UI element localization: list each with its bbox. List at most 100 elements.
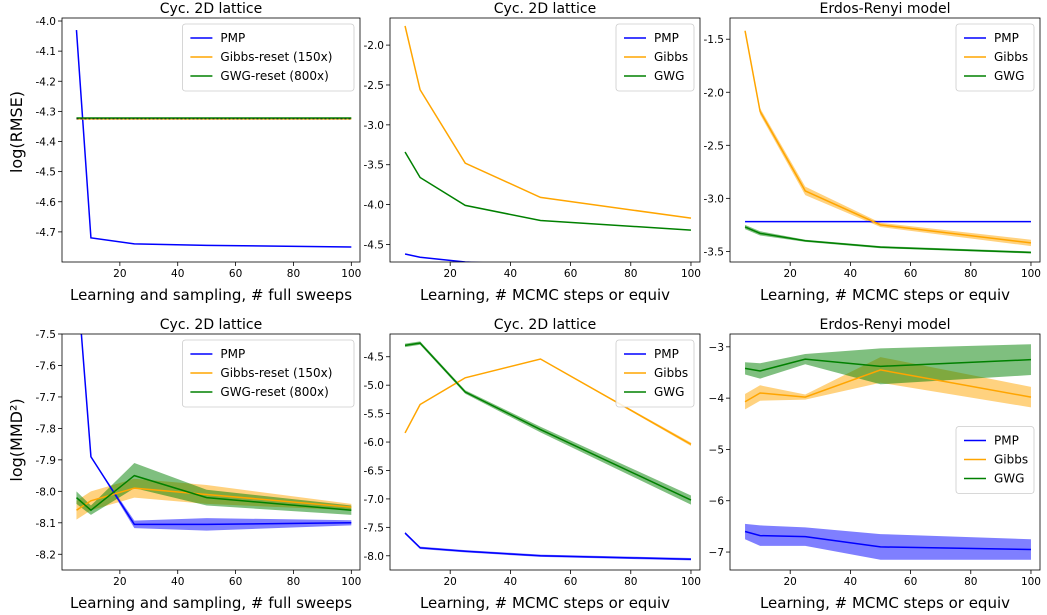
- axes-frame: [61, 333, 361, 571]
- y-tick-label: -4.4: [36, 137, 57, 149]
- legend-box: [615, 339, 695, 408]
- plot-area: [75, 334, 352, 531]
- x-tick-label: 80: [964, 268, 977, 280]
- y-tick-label: -7.7: [36, 392, 57, 404]
- legend: PMP Gibbs-reset (150x) GWG-reset (800x): [181, 23, 355, 92]
- y-tick-label: −5: [709, 444, 724, 456]
- x-tick-label: 60: [229, 576, 242, 588]
- legend-entry: GWG: [994, 69, 1024, 83]
- figure-ylabel-bottom: log(MMD²): [7, 398, 26, 481]
- series-line-gibbs: [404, 25, 692, 219]
- x-tick-label: 40: [844, 268, 857, 280]
- x-tick-label: 100: [1021, 576, 1041, 588]
- legend-box: [615, 23, 695, 92]
- y-tick-label: -4.0: [364, 200, 385, 212]
- panel-6: Erdos-Renyi model Learning, # MCMC steps …: [709, 317, 1041, 612]
- y-tick-label: -7.0: [364, 494, 385, 506]
- x-tick-label: 20: [113, 576, 126, 588]
- panel-2: Cyc. 2D lattice Learning, # MCMC steps or…: [364, 1, 701, 304]
- y-tick-label: −6: [709, 496, 725, 508]
- x-tick-label: 60: [904, 268, 917, 280]
- series-line-gibbs: [744, 30, 1032, 244]
- series-line-gibbs-reset: [76, 487, 352, 511]
- x-tick-label: 40: [171, 268, 184, 280]
- series-line-gwg-reset: [75, 474, 352, 512]
- y-tick-label: -3.0: [364, 120, 385, 132]
- legend: PMP Gibbs GWG: [615, 339, 695, 408]
- x-tick-label: 60: [564, 268, 577, 280]
- series-line-pmp: [404, 532, 691, 560]
- series-band-gwg: [745, 344, 1031, 385]
- x-tick-label: 20: [444, 576, 457, 588]
- y-tick-label: −4: [709, 393, 725, 405]
- series-band-pmp: [745, 523, 1031, 560]
- y-tick-label: -4.6: [36, 197, 57, 209]
- plot-area: [744, 344, 1032, 560]
- x-tick-label: 40: [504, 576, 517, 588]
- y-tick-label: -7.5: [364, 522, 385, 534]
- y-tick-label: -4.2: [36, 76, 57, 88]
- y-tick-label: -3.5: [704, 246, 725, 258]
- plot-area: [404, 25, 692, 262]
- plot-area: [744, 30, 1032, 254]
- panel-1: Cyc. 2D lattice Learning and sampling, # …: [36, 1, 362, 304]
- y-tick-label: -6.0: [364, 437, 385, 449]
- legend-entry: GWG-reset (800x): [220, 385, 328, 399]
- x-tick-label: 40: [171, 576, 184, 588]
- series-line-pmp: [80, 334, 352, 526]
- legend-entry: Gibbs: [654, 50, 688, 64]
- legend-entry: Gibbs: [654, 366, 688, 380]
- x-tick-label: 40: [504, 268, 517, 280]
- plot-area: [404, 341, 692, 561]
- legend: PMP Gibbs-reset (150x) GWG-reset (800x): [181, 339, 355, 408]
- y-tick-label: -2.5: [704, 140, 725, 152]
- series-line-pmp: [75, 29, 352, 248]
- x-axis-label: Learning and sampling, # full sweeps: [70, 594, 352, 612]
- series-line-gibbs: [404, 358, 692, 445]
- y-tick-label: -4.5: [364, 352, 385, 364]
- y-tick-label: -5.0: [364, 380, 385, 392]
- series-line-gwg: [404, 342, 692, 501]
- x-axis-label: Learning, # MCMC steps or equiv: [760, 286, 1010, 304]
- series-line-gwg: [404, 151, 692, 231]
- legend-entry: Gibbs: [994, 50, 1028, 64]
- y-tick-label: -7.5: [36, 329, 57, 341]
- series-line-gibbs: [744, 369, 1032, 403]
- y-tick-label: -6.5: [364, 465, 385, 477]
- x-tick-label: 80: [964, 576, 977, 588]
- legend-entry: GWG: [654, 385, 684, 399]
- legend-entry: PMP: [994, 434, 1019, 448]
- x-tick-label: 80: [624, 576, 637, 588]
- series-band-gwg-reset: [76, 463, 352, 515]
- y-tick-label: -7.6: [36, 360, 57, 372]
- legend-box: [955, 426, 1035, 494]
- legend-entry: GWG: [654, 69, 684, 83]
- x-tick-label: 100: [341, 576, 361, 588]
- axes-frame: [61, 17, 361, 263]
- legend-box: [181, 339, 355, 408]
- panel-5: Cyc. 2D lattice Learning, # MCMC steps or…: [364, 317, 701, 612]
- y-tick-label: -4.5: [36, 167, 57, 179]
- legend-entry: PMP: [220, 347, 245, 361]
- panel-title: Cyc. 2D lattice: [494, 317, 596, 333]
- y-tick-label: -2.0: [364, 40, 385, 52]
- y-tick-label: -8.2: [36, 549, 57, 561]
- axes-frame: [389, 333, 701, 571]
- legend-box: [181, 23, 355, 92]
- series-band-gwg: [405, 341, 691, 505]
- x-tick-label: 40: [844, 576, 857, 588]
- legend-entry: GWG: [994, 472, 1024, 486]
- legend: PMP Gibbs GWG: [955, 426, 1035, 494]
- legend: PMP Gibbs GWG: [955, 23, 1035, 92]
- x-tick-label: 20: [784, 268, 797, 280]
- x-axis-label: Learning and sampling, # full sweeps: [70, 286, 352, 304]
- x-tick-label: 20: [113, 268, 126, 280]
- panel-title: Cyc. 2D lattice: [160, 1, 262, 17]
- y-tick-label: -8.1: [36, 518, 57, 530]
- series-band-pmp: [405, 531, 691, 561]
- x-tick-label: 100: [681, 268, 701, 280]
- y-tick-label: -4.7: [36, 227, 57, 239]
- y-tick-label: -8.0: [36, 486, 57, 498]
- legend-entry: Gibbs: [994, 453, 1028, 467]
